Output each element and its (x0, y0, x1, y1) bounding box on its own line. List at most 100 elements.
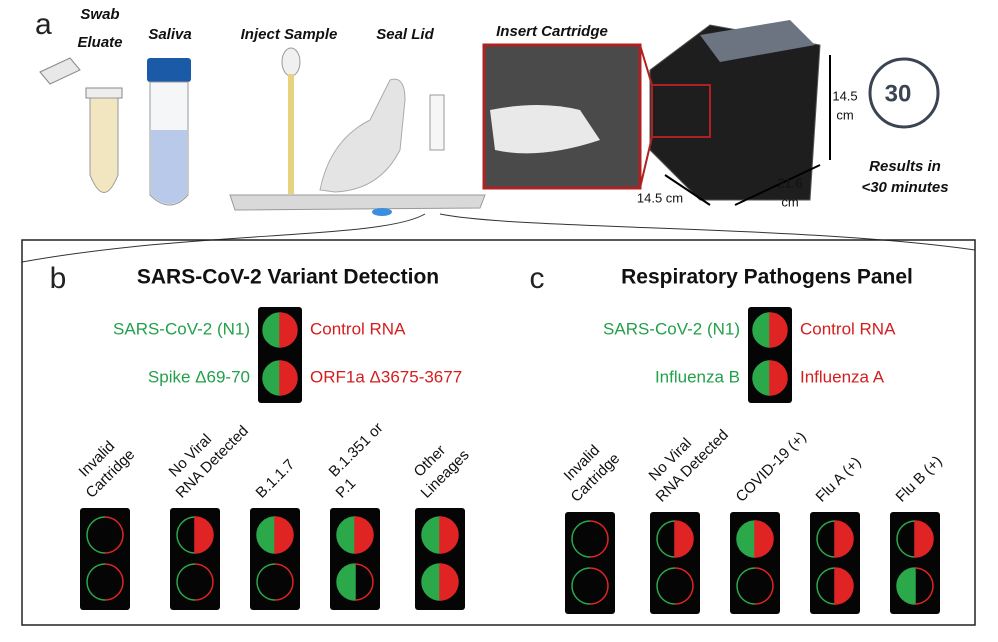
well-right (754, 520, 774, 558)
well (816, 520, 854, 558)
well (86, 563, 124, 601)
well-right (674, 567, 694, 605)
well-left (176, 516, 196, 554)
connector (439, 213, 976, 251)
well (571, 520, 609, 558)
well-right (754, 567, 774, 605)
well (896, 520, 934, 558)
dimension: 14.5 cm (637, 190, 683, 205)
well-left (421, 563, 441, 601)
well (896, 567, 934, 605)
well-right (104, 563, 124, 601)
well-left (336, 563, 356, 601)
well (336, 563, 374, 601)
caption: Saliva (148, 26, 191, 43)
saliva-tube (147, 58, 191, 206)
well-right (279, 360, 298, 396)
well-right (769, 312, 788, 348)
legend-label: Influenza B (655, 367, 740, 386)
well-right (914, 567, 934, 605)
caption: Swab (80, 6, 119, 23)
well-left (176, 563, 196, 601)
well-right (194, 563, 214, 601)
well-right (674, 520, 694, 558)
legend-label: SARS-CoV-2 (N1) (603, 319, 740, 338)
well-left (816, 567, 836, 605)
dimension-arrows (664, 55, 831, 206)
panel-frame (21, 239, 976, 626)
dimension: cm (836, 107, 853, 122)
well-left (736, 520, 756, 558)
well-right (914, 520, 934, 558)
timer-value: 30 (885, 80, 912, 107)
well-left (86, 516, 106, 554)
legend-label: Influenza A (800, 367, 885, 386)
timer (868, 57, 940, 129)
swab-tube (39, 57, 123, 193)
device (639, 20, 821, 201)
result: Results in (869, 158, 941, 175)
glove (490, 105, 600, 154)
caption: Inject Sample (241, 26, 338, 43)
connector (21, 213, 426, 263)
well-left (752, 360, 771, 396)
well (256, 516, 294, 554)
indicator-device (80, 508, 130, 610)
well-right (279, 312, 298, 348)
well (421, 516, 459, 554)
panel-label: c (530, 262, 545, 295)
well (86, 516, 124, 554)
indicator-device (565, 512, 615, 614)
well-left (656, 520, 676, 558)
legend-label: ORF1a Δ3675-3677 (310, 367, 462, 386)
well-right (354, 516, 374, 554)
well-left (256, 563, 276, 601)
well-left (336, 516, 356, 554)
well-left (571, 520, 591, 558)
well-left (86, 563, 106, 601)
panel-title: SARS-CoV-2 Variant Detection (137, 266, 439, 289)
well-left (816, 520, 836, 558)
well-right (834, 520, 854, 558)
well-right (194, 516, 214, 554)
well (752, 312, 788, 348)
well-left (656, 567, 676, 605)
well (176, 563, 214, 601)
well (262, 312, 298, 348)
dimension: 21.6 (777, 175, 802, 190)
legend-label: Control RNA (310, 319, 406, 338)
well-left (421, 516, 441, 554)
well (421, 563, 459, 601)
well-right (769, 360, 788, 396)
caption: Seal Lid (376, 26, 434, 43)
legend-label: SARS-CoV-2 (N1) (113, 319, 250, 338)
caption: Eluate (77, 34, 122, 51)
well-right (439, 516, 459, 554)
well (176, 516, 214, 554)
cartridge-photo (229, 47, 486, 216)
legend-label: Spike Δ69-70 (148, 367, 250, 386)
well (656, 567, 694, 605)
well-left (262, 360, 281, 396)
legend-label: Control RNA (800, 319, 896, 338)
dimension: cm (781, 194, 798, 209)
well (336, 516, 374, 554)
well-right (589, 520, 609, 558)
well-right (274, 516, 294, 554)
well-right (439, 563, 459, 601)
well-right (354, 563, 374, 601)
caption: Insert Cartridge (496, 23, 608, 40)
well-right (104, 516, 124, 554)
well (816, 567, 854, 605)
well (736, 520, 774, 558)
well (571, 567, 609, 605)
well (736, 567, 774, 605)
dimension: 14.5 (832, 88, 857, 103)
panel-label: b (50, 262, 67, 295)
well (262, 360, 298, 396)
well (256, 563, 294, 601)
well-left (736, 567, 756, 605)
well-left (262, 312, 281, 348)
panel-title: Respiratory Pathogens Panel (621, 266, 913, 289)
